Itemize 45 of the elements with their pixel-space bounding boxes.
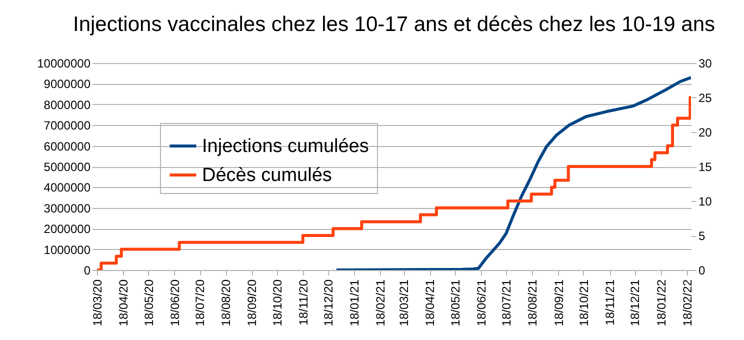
y-tick-label: 6000000 [44,139,91,154]
y-tick-label: 3000000 [44,201,91,216]
x-tick-label: 18/12/21 [628,279,642,326]
y2-tick-label: 20 [698,126,712,140]
x-tick-label: 18/12/20 [322,279,336,326]
y-tick-label: 4000000 [44,180,91,195]
y2-tick-label: 15 [698,160,712,174]
x-tick-label: 18/02/21 [374,279,388,326]
x-tick-label: 18/08/20 [219,279,234,326]
x-tick-label: 18/09/21 [552,279,566,326]
x-tick-label: 18/06/20 [168,279,182,326]
x-tick-label: 18/07/20 [193,279,207,326]
y-tick-label: 5000000 [44,160,91,174]
y-tick-label: 9000000 [44,77,91,92]
x-tick-label: 18/11/20 [296,279,310,326]
x-tick-label: 18/09/20 [245,279,260,326]
y-tick-label: 2000000 [44,222,91,236]
y-tick-label: 0 [84,264,91,278]
x-tick-label: 18/01/22 [654,279,668,326]
y-tick-label: 1000000 [44,242,91,257]
x-tick-label: 18/04/20 [116,279,131,326]
x-tick-label: 18/01/21 [348,279,362,326]
x-tick-label: 18/04/21 [423,279,438,326]
y2-tick-label: 0 [698,264,706,278]
x-tick-label: 18/07/21 [500,279,514,326]
y2-tick-label: 25 [698,91,712,105]
x-tick-label: 18/05/21 [448,279,462,326]
x-tick-label: 18/03/20 [90,279,104,326]
chart-title: Injections vaccinales chez les 10-17 ans et décès chez les 10-19 ans [72,13,716,36]
x-tick-label: 18/03/21 [397,279,412,326]
y2-tick-label: 5 [698,229,706,243]
x-tick-label: 18/08/21 [526,279,540,326]
legend-label: Injections cumulées [202,136,369,157]
x-tick-label: 18/05/20 [142,279,156,326]
x-tick-label: 18/06/21 [474,279,488,326]
x-tick-label: 18/11/21 [603,279,618,326]
x-tick-label: 18/10/21 [576,279,591,326]
y-tick-label: 7000000 [44,118,91,133]
y-tick-label: 10000000 [37,56,91,70]
y-tick-label: 8000000 [44,98,91,112]
y2-tick-label: 30 [698,56,712,70]
x-tick-label: 18/10/20 [270,279,284,326]
legend-label: Décès cumulés [202,165,332,186]
y2-tick-label: 10 [698,194,712,208]
x-tick-label: 18/02/22 [680,279,694,326]
